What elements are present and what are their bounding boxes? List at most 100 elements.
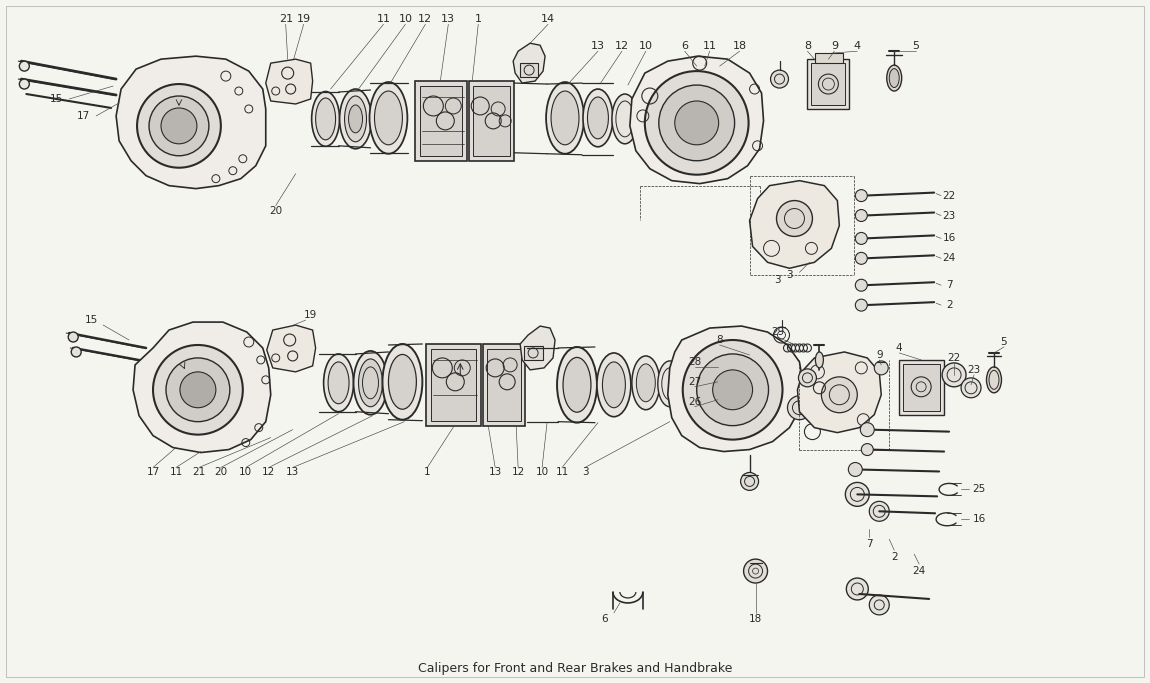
Text: 10: 10 — [639, 41, 653, 51]
Circle shape — [137, 84, 221, 168]
Ellipse shape — [383, 344, 422, 419]
Text: 27: 27 — [688, 377, 702, 387]
Bar — [524, 346, 543, 360]
Text: 17: 17 — [77, 111, 90, 121]
Circle shape — [869, 501, 889, 521]
Text: Calipers for Front and Rear Brakes and Handbrake: Calipers for Front and Rear Brakes and H… — [417, 662, 733, 675]
Ellipse shape — [987, 367, 1002, 393]
Ellipse shape — [588, 97, 608, 139]
Circle shape — [166, 358, 230, 421]
Text: 16: 16 — [973, 514, 986, 525]
Ellipse shape — [658, 361, 682, 407]
Ellipse shape — [551, 91, 578, 145]
Circle shape — [856, 232, 867, 245]
Polygon shape — [513, 43, 545, 83]
Circle shape — [71, 347, 82, 357]
Circle shape — [874, 361, 888, 375]
Text: 6: 6 — [601, 614, 608, 624]
Text: 2: 2 — [945, 300, 952, 310]
Circle shape — [961, 378, 981, 398]
Ellipse shape — [815, 352, 823, 368]
Text: 20: 20 — [269, 206, 282, 216]
Text: 4: 4 — [896, 343, 903, 353]
Ellipse shape — [315, 98, 336, 140]
Text: 11: 11 — [376, 14, 391, 25]
Circle shape — [741, 473, 759, 490]
Text: 26: 26 — [688, 397, 702, 407]
Circle shape — [683, 340, 782, 440]
Text: 3: 3 — [774, 275, 781, 285]
Text: 29: 29 — [770, 327, 784, 337]
Bar — [520, 63, 538, 77]
Text: 19: 19 — [297, 14, 310, 25]
Circle shape — [856, 190, 867, 201]
Circle shape — [697, 354, 768, 426]
Text: 21: 21 — [192, 467, 206, 477]
Ellipse shape — [359, 359, 383, 407]
Text: 9: 9 — [830, 41, 838, 51]
Bar — [812, 63, 845, 105]
Text: 16: 16 — [943, 234, 956, 243]
Ellipse shape — [328, 362, 350, 404]
Ellipse shape — [323, 354, 353, 412]
Circle shape — [942, 363, 966, 387]
Ellipse shape — [312, 92, 339, 146]
Ellipse shape — [345, 96, 367, 142]
Ellipse shape — [389, 354, 416, 409]
Text: 17: 17 — [146, 467, 160, 477]
Bar — [421, 86, 462, 156]
Text: 13: 13 — [442, 14, 455, 25]
Text: 10: 10 — [536, 467, 549, 477]
Text: 12: 12 — [262, 467, 275, 477]
Text: 4: 4 — [853, 41, 861, 51]
Text: 15: 15 — [85, 315, 98, 325]
Ellipse shape — [339, 89, 371, 149]
Text: 13: 13 — [286, 467, 299, 477]
Text: 11: 11 — [555, 467, 568, 477]
Circle shape — [788, 395, 812, 419]
Text: 19: 19 — [304, 310, 317, 320]
Polygon shape — [630, 56, 764, 184]
Polygon shape — [266, 59, 313, 104]
Ellipse shape — [375, 91, 402, 145]
Ellipse shape — [636, 364, 655, 402]
Text: 7: 7 — [866, 539, 873, 549]
Text: 3: 3 — [582, 467, 589, 477]
Text: 15: 15 — [49, 94, 63, 104]
Circle shape — [856, 210, 867, 221]
Text: 18: 18 — [733, 41, 746, 51]
Text: 9: 9 — [876, 350, 882, 360]
Circle shape — [659, 85, 735, 161]
Text: 10: 10 — [398, 14, 413, 25]
Ellipse shape — [369, 82, 407, 154]
Text: 1: 1 — [424, 467, 430, 477]
Circle shape — [798, 369, 816, 387]
Bar — [431, 349, 476, 421]
Circle shape — [153, 345, 243, 434]
Circle shape — [849, 462, 862, 477]
Text: 12: 12 — [512, 467, 524, 477]
Bar — [903, 364, 940, 410]
Text: 12: 12 — [615, 41, 629, 51]
Circle shape — [68, 332, 78, 342]
Circle shape — [856, 299, 867, 311]
Circle shape — [846, 578, 868, 600]
Text: 5: 5 — [1000, 337, 1007, 347]
Text: 3: 3 — [787, 270, 792, 280]
Bar — [469, 81, 514, 161]
Text: 23: 23 — [943, 210, 956, 221]
Text: 13: 13 — [591, 41, 605, 51]
Text: 5: 5 — [913, 41, 920, 51]
Text: 23: 23 — [967, 365, 981, 375]
Bar — [815, 53, 843, 63]
Text: 11: 11 — [169, 467, 183, 477]
Bar — [807, 59, 850, 109]
Text: 24: 24 — [943, 253, 956, 264]
Circle shape — [845, 482, 869, 506]
Text: 1: 1 — [475, 14, 482, 25]
Text: 6: 6 — [681, 41, 688, 51]
Text: 24: 24 — [913, 566, 926, 576]
Ellipse shape — [887, 65, 902, 91]
Ellipse shape — [353, 351, 388, 415]
Text: 2: 2 — [891, 552, 897, 562]
